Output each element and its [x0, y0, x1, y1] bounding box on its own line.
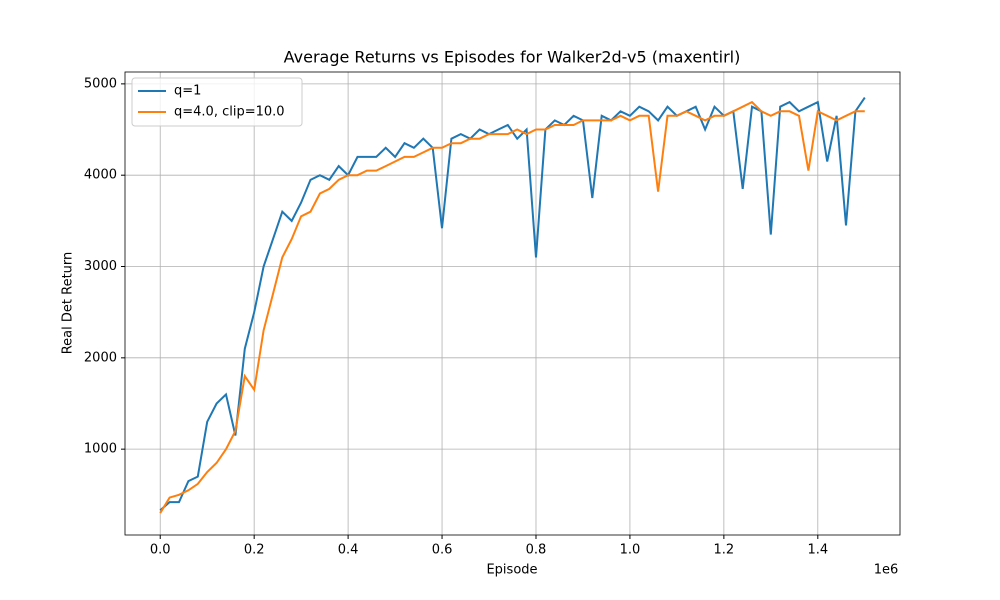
x-offset-label: 1e6 [874, 563, 899, 578]
x-axis-label: Episode [486, 563, 537, 578]
legend-label: q=4.0, clip=10.0 [174, 105, 285, 120]
y-tick-label: 5000 [84, 76, 117, 91]
legend: q=1 q=4.0, clip=10.0 [131, 77, 303, 127]
y-tick-label: 4000 [84, 168, 117, 183]
y-axis-label: Real Det Return [61, 252, 76, 355]
x-tick-label: 0.0 [150, 543, 171, 558]
chart-title: Average Returns vs Episodes for Walker2d… [284, 48, 741, 67]
x-tick-label: 0.6 [432, 543, 453, 558]
legend-label: q=1 [174, 84, 201, 99]
x-tick-label: 1.0 [620, 543, 641, 558]
x-tick-label: 1.4 [807, 543, 828, 558]
x-tick-label: 0.2 [244, 543, 265, 558]
y-tick-label: 1000 [84, 442, 117, 457]
x-tick-label: 0.4 [338, 543, 359, 558]
legend-frame [131, 77, 303, 127]
x-tick-label: 1.2 [714, 543, 735, 558]
line-series [159, 97, 866, 512]
plot-frame [124, 71, 901, 536]
line-series [159, 100, 865, 514]
x-tick-label: 0.8 [526, 543, 547, 558]
y-tick-label: 2000 [84, 350, 117, 365]
y-tick-label: 3000 [84, 259, 117, 274]
